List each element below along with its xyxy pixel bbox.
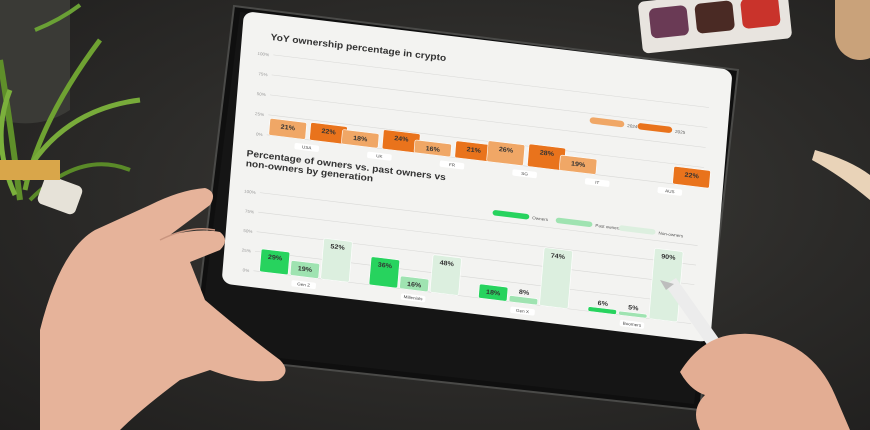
chart2-legend-swatch xyxy=(618,225,656,235)
chart1-data-label: 22% xyxy=(684,172,699,180)
chart1-legend-swatch xyxy=(589,117,625,128)
chart2-tick-label: 25% xyxy=(242,248,252,254)
charts-svg: 100% 75% 50% 25% 0% 2024 2025 21% 22% USA 18% 24% UK… xyxy=(242,51,711,329)
chart1-gridline xyxy=(269,94,706,148)
chart1-data-label: 28% xyxy=(539,150,554,158)
chart1-tick-label: 25% xyxy=(255,111,265,117)
chart1-category-chip xyxy=(657,186,683,196)
chart1-category-chip xyxy=(439,160,465,170)
chart1-bar xyxy=(413,139,452,158)
chart2-category-chip xyxy=(510,306,535,316)
chart2-tick-label: 75% xyxy=(245,209,255,215)
chart1-tick-label: 0% xyxy=(256,132,263,137)
chart2-legend-label: Past owners xyxy=(595,223,621,231)
chart2-data-label: 74% xyxy=(550,253,565,261)
chart1-bar xyxy=(341,129,380,149)
chart1-category-label: SG xyxy=(521,171,529,177)
chart2-bar xyxy=(289,260,320,279)
chart1-data-label: 16% xyxy=(425,146,440,154)
chart1-category-chip xyxy=(512,169,537,179)
chart2-bar xyxy=(368,256,400,289)
chart1-data-label: 21% xyxy=(466,146,481,154)
chart2-bar xyxy=(478,283,509,302)
chart2-legend-label: Owners xyxy=(532,215,549,222)
chart1-tick-label: 75% xyxy=(258,71,268,77)
chart1-data-label: 19% xyxy=(571,161,586,169)
wooden-cup xyxy=(835,0,870,60)
chart1-bar xyxy=(268,118,307,140)
chart2-bar xyxy=(399,275,430,292)
chart1-data-label: 24% xyxy=(394,135,409,143)
chart1-legend-label: 2025 xyxy=(675,129,686,135)
chart2-category-label: Gen Z xyxy=(297,281,310,287)
chart2-legend-swatch xyxy=(492,210,530,220)
chart2-category-label: Millenials xyxy=(403,294,423,301)
chart2-data-label: 90% xyxy=(661,254,676,262)
chart2-tick-label: 0% xyxy=(242,268,249,273)
chart1-category-chip xyxy=(367,151,392,161)
chart1-bar xyxy=(672,166,711,189)
chart2-category-chip xyxy=(619,319,645,329)
chart2-bar xyxy=(587,306,617,315)
chart1-legend-label: 2024 xyxy=(627,123,638,129)
chart2-category-label: Gen X xyxy=(516,308,529,314)
chart2-data-label: 5% xyxy=(628,305,639,313)
chart2-gridline xyxy=(258,211,696,266)
chart2-data-label: 8% xyxy=(519,289,530,297)
chart2-data-label: 19% xyxy=(298,266,313,274)
chart2-bar xyxy=(429,254,462,296)
chart1-data-label: 21% xyxy=(280,124,295,132)
chart1-legend-swatch xyxy=(637,123,673,133)
chart1-category-label: UK xyxy=(376,153,383,158)
chart2-tick-label: 50% xyxy=(243,228,253,234)
chart1-tick-label: 50% xyxy=(257,91,267,97)
chart2-bar xyxy=(259,248,291,275)
chart1-category-label: IT xyxy=(595,180,600,185)
chart2-bar xyxy=(539,247,573,309)
chart2-category-chip xyxy=(291,280,316,290)
chart2-legend-swatch xyxy=(555,217,593,227)
left-hand xyxy=(40,188,286,430)
chart2-data-label: 36% xyxy=(377,262,392,270)
chart2-data-label: 52% xyxy=(330,244,345,252)
chart1-gridline xyxy=(273,54,710,108)
chart2-data-label: 29% xyxy=(268,254,283,262)
chart1-tick-label: 100% xyxy=(257,51,269,57)
right-hand xyxy=(680,333,850,430)
chart2-data-label: 18% xyxy=(486,289,501,297)
chart2-legend-label: Non-owners xyxy=(658,231,684,239)
chart2-data-label: 48% xyxy=(439,260,454,268)
chart1-gridline xyxy=(271,74,708,128)
chart2-category-chip xyxy=(400,293,426,303)
chart1-category-label: FR xyxy=(449,162,455,167)
chart2-tick-label: 100% xyxy=(244,189,256,195)
chart1-category-chip xyxy=(584,178,610,187)
chart2-data-label: 6% xyxy=(597,300,608,308)
chart1-gridline xyxy=(268,114,705,168)
chart1-data-label: 26% xyxy=(499,146,514,154)
chart1-bar xyxy=(486,140,526,166)
chart2-data-label: 16% xyxy=(407,281,422,289)
chart1-data-label: 22% xyxy=(321,128,336,136)
chart1-category-chip xyxy=(294,143,320,152)
chart1-bar xyxy=(559,154,598,175)
chart2-bar xyxy=(320,238,353,283)
chart2-gridline xyxy=(259,192,698,246)
chart2-bar xyxy=(508,295,539,306)
chart1-category-label: USA xyxy=(302,144,312,150)
potted-plant xyxy=(0,0,141,215)
chart1-category-label: AUS xyxy=(665,188,675,194)
chart2-bar xyxy=(618,310,648,319)
chart2-category-label: Boomers xyxy=(623,321,643,328)
brush-handle xyxy=(812,150,870,200)
tablet-screen: YoY ownership percentage in crypto Perce… xyxy=(221,11,733,343)
chart1-data-label: 18% xyxy=(353,135,368,143)
